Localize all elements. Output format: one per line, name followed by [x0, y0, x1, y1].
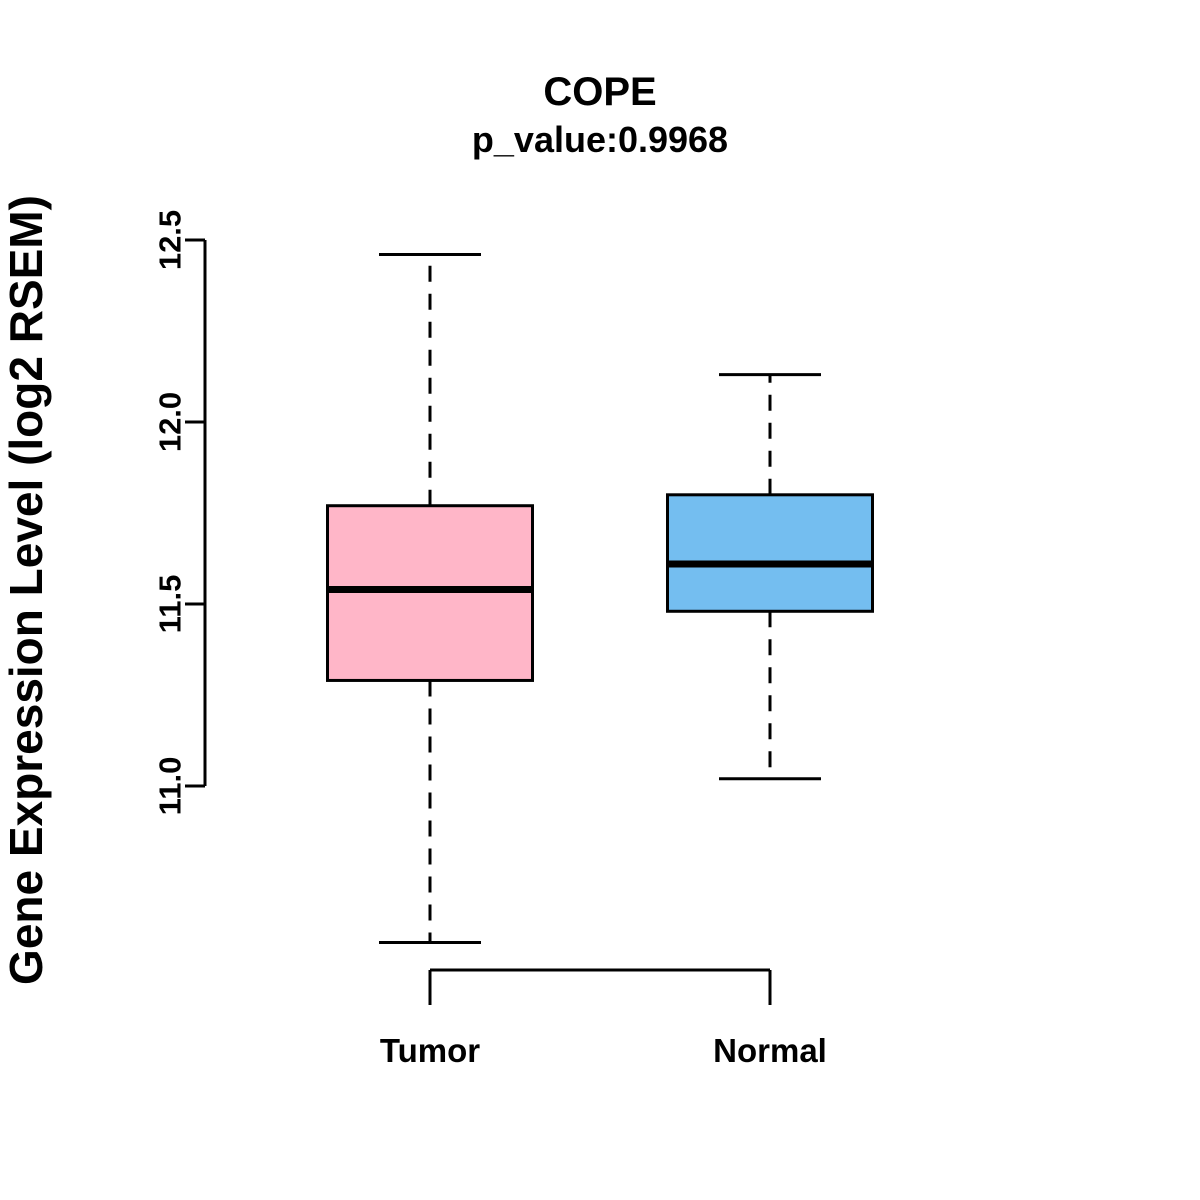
iqr-box — [666, 493, 874, 613]
y-tick-label: 12.5 — [153, 210, 188, 270]
iqr-box — [326, 504, 534, 682]
x-category-label: Tumor — [380, 1032, 480, 1069]
x-category-label: Normal — [713, 1032, 827, 1069]
y-tick-label: 11.0 — [153, 757, 188, 816]
series-layer — [326, 253, 874, 945]
normal-boxplot — [666, 373, 874, 781]
chart-title: COPE — [543, 70, 656, 114]
axes-layer: 11.0 11.5 12.0 12.5 Tumor Normal — [153, 210, 827, 1069]
y-tick-label: 12.0 — [153, 392, 188, 452]
y-tick-label: 11.5 — [153, 575, 188, 634]
y-axis-title: Gene Expression Level (log2 RSEM) — [0, 195, 52, 985]
tumor-boxplot — [326, 253, 534, 945]
chart-subtitle: p_value:0.9968 — [472, 119, 728, 160]
